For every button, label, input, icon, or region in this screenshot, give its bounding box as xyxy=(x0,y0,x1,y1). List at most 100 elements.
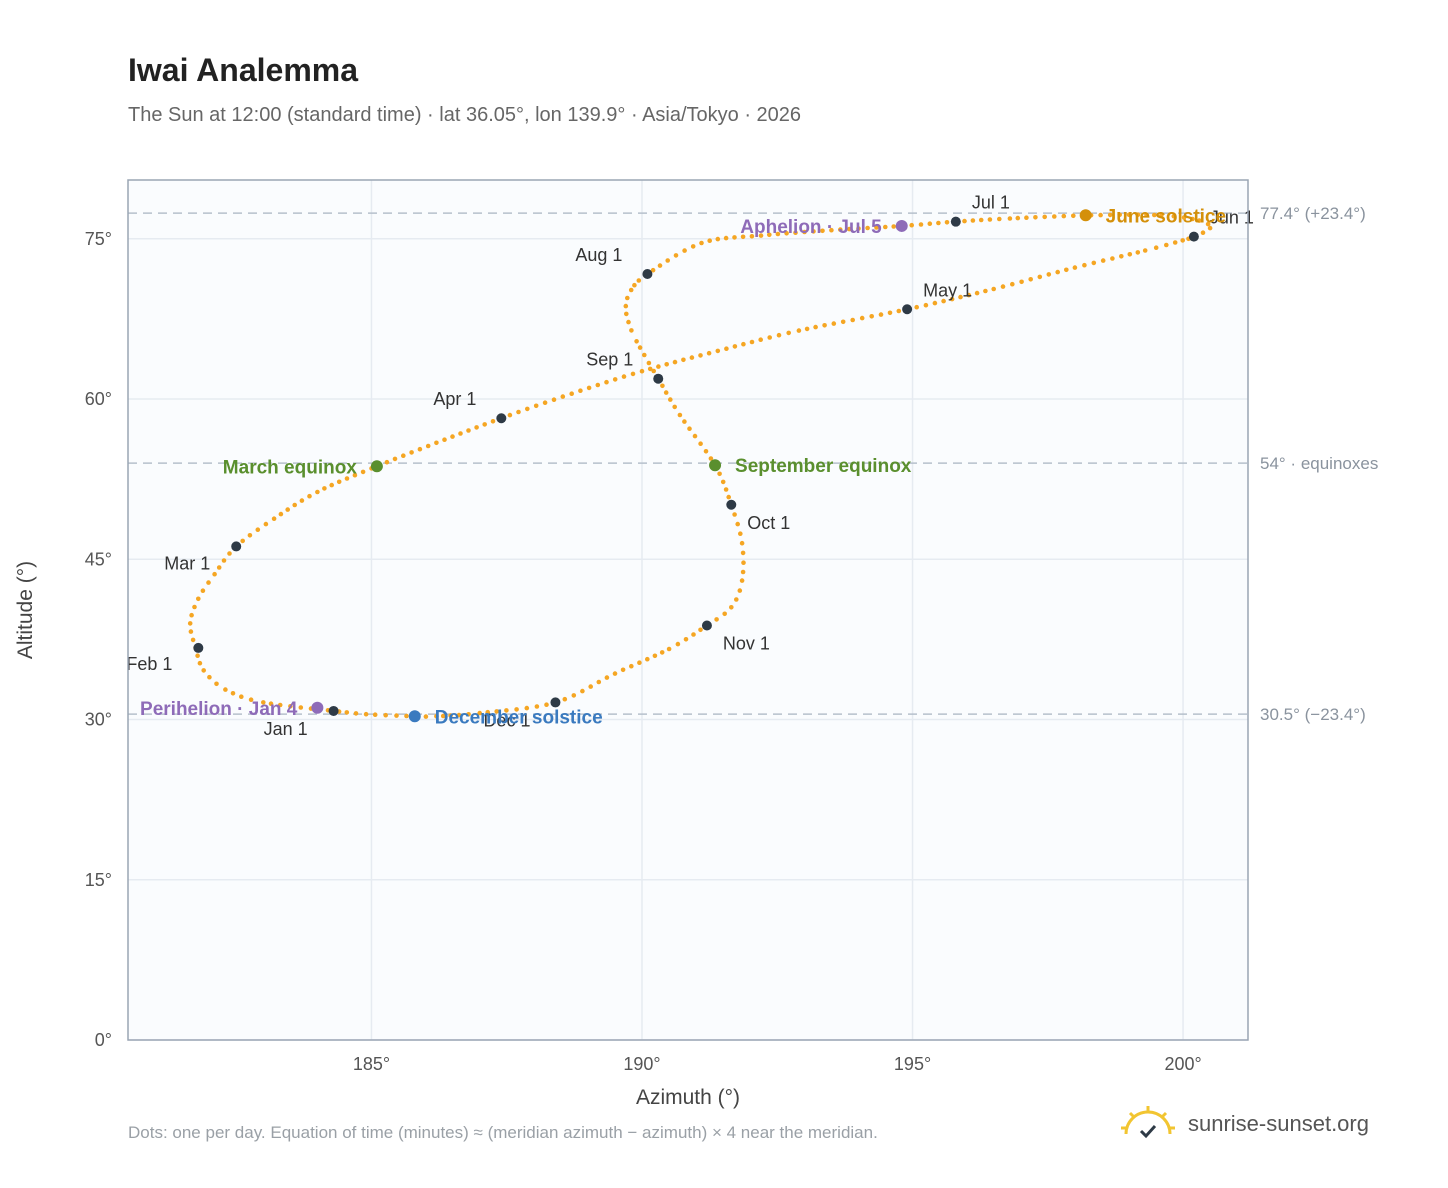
month-marker xyxy=(642,269,653,280)
daily-dot xyxy=(1055,269,1060,275)
daily-dot xyxy=(1037,274,1043,280)
daily-dot xyxy=(1071,213,1076,219)
daily-dot xyxy=(831,321,837,326)
daily-dot xyxy=(596,679,602,685)
daily-dot xyxy=(657,263,663,268)
axis-ticks: 185° 190° 195° 200° 0° 15° 30° 45° 60° 75° xyxy=(85,229,1202,1074)
daily-dot xyxy=(1152,212,1157,218)
daily-dot xyxy=(586,385,592,391)
daily-dot xyxy=(775,231,781,237)
month-label: Jul 1 xyxy=(972,193,1010,213)
daily-dot xyxy=(664,362,669,367)
daily-dot xyxy=(666,646,672,652)
daily-dot xyxy=(1082,262,1087,268)
month-label: May 1 xyxy=(923,280,972,300)
daily-dot xyxy=(409,450,414,455)
daily-dot xyxy=(767,335,772,340)
daily-dot xyxy=(1200,230,1206,235)
daily-dot xyxy=(551,397,557,403)
daily-dot xyxy=(544,702,549,707)
daily-dot xyxy=(983,288,988,294)
daily-dot xyxy=(240,538,245,544)
month-label: Feb 1 xyxy=(126,654,172,674)
event-marker xyxy=(895,219,908,232)
daily-dot xyxy=(1010,281,1015,287)
daily-dot xyxy=(909,222,914,228)
daily-dot xyxy=(740,234,746,240)
event-label: December solstice xyxy=(435,707,603,728)
daily-dot xyxy=(927,221,933,226)
daily-dot xyxy=(278,511,284,517)
daily-dot xyxy=(394,713,399,718)
daily-dot xyxy=(958,294,963,300)
daily-dot xyxy=(1098,212,1103,218)
daily-dot xyxy=(466,428,471,433)
x-tick-label: 195° xyxy=(894,1054,931,1074)
daily-dot xyxy=(434,440,439,446)
daily-dot xyxy=(307,493,312,499)
daily-dot xyxy=(749,339,755,345)
daily-dot xyxy=(434,714,439,719)
daily-dot xyxy=(1107,212,1113,218)
y-tick-label: 15° xyxy=(85,870,112,890)
month-marker xyxy=(193,642,204,653)
daily-dot xyxy=(991,286,996,292)
daily-dot xyxy=(1126,212,1132,217)
daily-dot xyxy=(514,707,519,712)
daily-dot xyxy=(675,641,681,647)
daily-dot xyxy=(485,709,491,715)
daily-dot xyxy=(187,621,193,626)
daily-dot xyxy=(344,710,350,715)
month-marker xyxy=(726,499,737,510)
daily-dot xyxy=(384,459,390,465)
daily-dot xyxy=(869,314,874,319)
daily-dot xyxy=(353,711,359,716)
daily-dot xyxy=(717,471,722,477)
month-marker xyxy=(550,697,561,708)
brand-logo[interactable]: sunrise-sunset.org xyxy=(1120,1104,1369,1144)
daily-dot xyxy=(292,502,298,508)
daily-dot xyxy=(706,350,712,356)
daily-dot xyxy=(1135,250,1141,255)
daily-dot xyxy=(732,512,737,517)
daily-dot xyxy=(672,359,678,365)
daily-dot xyxy=(542,400,548,406)
daily-dot xyxy=(690,244,696,249)
daily-dot xyxy=(417,446,423,452)
y-tick-label: 45° xyxy=(85,549,112,569)
daily-dot xyxy=(1197,218,1202,223)
daily-dot xyxy=(507,412,513,418)
daily-dot xyxy=(699,240,704,246)
daily-dot xyxy=(914,304,919,310)
event-label: Perihelion · Jan 4 xyxy=(140,699,298,720)
daily-dot xyxy=(703,449,709,454)
month-label: Apr 1 xyxy=(433,389,476,409)
daily-dot xyxy=(425,443,431,449)
daily-dot xyxy=(735,521,740,527)
daily-dot xyxy=(630,371,636,377)
daily-dot xyxy=(829,227,834,233)
daily-dot xyxy=(883,224,888,230)
daily-dot xyxy=(723,235,729,241)
event-marker xyxy=(370,460,383,473)
daily-dot xyxy=(865,225,870,231)
daily-dot xyxy=(732,344,738,349)
event-label: June solstice xyxy=(1106,206,1226,227)
daily-dot xyxy=(466,712,471,717)
daily-dot xyxy=(665,258,670,263)
daily-dot xyxy=(891,224,896,229)
daily-dot xyxy=(636,278,642,283)
daily-dot xyxy=(722,611,727,617)
daily-dot xyxy=(626,319,631,325)
month-marker xyxy=(328,705,339,716)
daily-dot xyxy=(726,494,731,500)
chart-subtitle: The Sun at 12:00 (standard time) · lat 3… xyxy=(128,104,802,126)
daily-dot xyxy=(268,701,274,706)
event-markers: June solstice Aphelion · Jul 5 March equin… xyxy=(140,206,1226,728)
daily-dot xyxy=(741,560,746,565)
reference-line-label: 30.5° (−23.4°) xyxy=(1260,705,1366,724)
daily-dot xyxy=(786,330,791,336)
month-label: Nov 1 xyxy=(723,633,770,653)
daily-dot xyxy=(732,235,737,240)
